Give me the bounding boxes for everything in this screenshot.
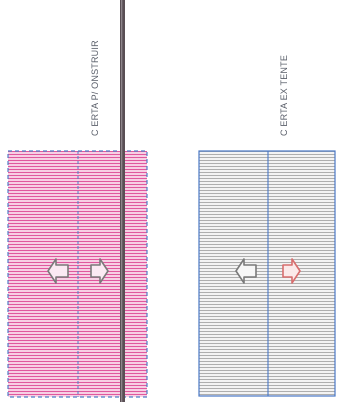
arrow-left-icon (235, 258, 257, 284)
arrow-right-icon (90, 258, 109, 284)
vertical-wall-highlight (121, 0, 123, 402)
vertical-wall-line (120, 0, 125, 402)
label-roof-to-build: C ERTA P/ ONSTRUIR (90, 40, 100, 136)
arrow-left-icon (47, 258, 69, 284)
left-roof-panel (7, 150, 148, 398)
right-roof-panel (198, 150, 336, 397)
arrow-right-icon (282, 258, 301, 284)
right-roof-outline (198, 150, 336, 397)
label-roof-existing: C ERTA EX TENTE (279, 54, 289, 136)
